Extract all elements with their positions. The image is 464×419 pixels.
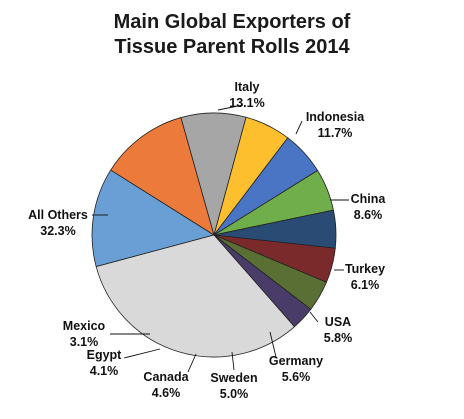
leader-line-usa <box>309 311 319 323</box>
pie-slice-all-others <box>95 234 296 358</box>
slice-value-indonesia: 11.7% <box>318 126 353 140</box>
leader-line-sweden <box>231 351 235 371</box>
slice-label-mexico: Mexico <box>63 319 106 333</box>
slice-label-germany: Germany <box>269 354 323 368</box>
chart-title: Main Global Exporters of Tissue Parent R… <box>0 10 464 60</box>
slice-value-all-others: 32.3% <box>40 224 75 238</box>
leader-line-egypt <box>123 348 161 359</box>
slice-label-canada: Canada <box>143 370 189 384</box>
slice-label-usa: USA <box>325 315 351 329</box>
slice-label-turkey: Turkey <box>345 262 385 276</box>
slice-label-indonesia: Indonesia <box>306 110 365 124</box>
slice-value-china: 8.6% <box>354 208 383 222</box>
slice-value-canada: 4.6% <box>152 386 181 400</box>
pie-slice-italy <box>91 169 215 268</box>
slice-label-sweden: Sweden <box>210 371 257 385</box>
slice-label-italy: Italy <box>234 80 259 94</box>
slice-value-mexico: 3.1% <box>70 335 99 349</box>
slice-label-all-others: All Others <box>28 208 88 222</box>
chart-title-line-1: Main Global Exporters of <box>113 11 351 33</box>
slice-value-italy: 13.1% <box>229 96 264 110</box>
slice-value-egypt: 4.1% <box>90 364 119 378</box>
slice-value-turkey: 6.1% <box>351 278 380 292</box>
pie-slice-indonesia <box>110 117 215 236</box>
slice-label-china: China <box>351 192 387 206</box>
slice-value-usa: 5.8% <box>324 331 353 345</box>
slice-label-egypt: Egypt <box>87 348 123 362</box>
slice-value-germany: 5.6% <box>282 370 311 384</box>
leader-line-indonesia <box>295 120 303 135</box>
slice-value-sweden: 5.0% <box>220 387 249 401</box>
leader-line-italy <box>217 104 244 111</box>
leader-line-germany <box>269 331 277 358</box>
leader-line-canada <box>187 353 197 373</box>
chart-title-line-2: Tissue Parent Rolls 2014 <box>114 36 350 58</box>
